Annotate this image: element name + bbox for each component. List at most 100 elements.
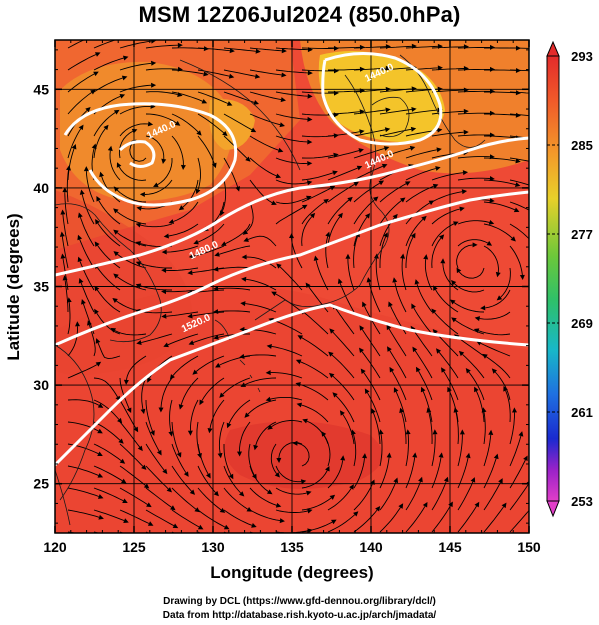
streamline-arrow [463,129,469,135]
chart-title: MSM 12Z06Jul2024 (850.0hPa) [138,2,461,27]
streamline-arrow [301,204,308,210]
streamline-arrow [421,215,427,222]
streamline [145,91,178,96]
streamline [353,216,368,247]
streamline-arrow [137,445,143,452]
streamline [301,187,332,203]
streamline-arrow [378,180,385,186]
streamline-arrow [412,346,418,353]
streamline [275,206,304,225]
streamline [160,377,173,408]
streamline [218,287,251,291]
streamline [424,259,433,291]
streamline [457,177,490,181]
streamlines [59,40,537,547]
streamline [201,377,225,401]
streamline [171,69,204,75]
streamline [223,487,249,510]
colorbar-gradient [546,55,560,502]
streamline [246,278,277,291]
streamline [171,443,187,473]
streamline [301,91,335,94]
streamline-arrow [227,542,233,547]
streamline [483,458,497,489]
streamline [223,444,232,476]
streamline [93,443,122,462]
streamline-arrow [532,243,537,248]
streamline [431,68,465,71]
streamline-arrow [275,502,282,508]
streamline-arrow [271,200,277,206]
streamline [327,488,352,511]
streamline-arrow [372,196,379,202]
x-axis-label: Longitude (degrees) [210,563,373,582]
streamline-arrow [93,71,99,77]
streamline-arrow [244,412,250,418]
streamline [197,69,230,77]
streamline-arrow [281,72,287,78]
streamline [353,88,386,93]
credit-drawing: Drawing by DCL (https://www.gfd-dennou.o… [163,596,436,607]
streamline-arrow [474,316,481,322]
streamline [171,91,203,102]
streamline [483,482,501,511]
streamline [145,421,160,452]
streamline [145,487,172,508]
streamline [244,377,277,386]
streamline [249,91,282,101]
streamline-arrow [192,369,198,375]
streamline [67,148,75,181]
streamline-arrow [112,297,118,303]
streamline-arrow [213,309,219,315]
streamline-arrow [351,429,356,436]
streamline [145,135,165,160]
streamline-arrow [323,198,329,204]
streamline-arrow [238,491,245,497]
streamline [81,194,95,225]
streamline [335,307,355,335]
streamline-arrow [149,540,155,545]
streamline [249,135,279,151]
streamline-arrow [139,192,145,198]
streamline-arrow [226,101,233,106]
streamline [67,73,95,93]
streamline [249,487,277,506]
streamline-arrow [222,130,228,137]
streamline [270,396,303,401]
streamline-arrow [491,368,498,374]
streamline-arrow [512,407,518,413]
streamline [389,350,407,379]
streamline-arrow [161,158,167,164]
streamline-arrow [265,370,271,376]
streamline-arrow [87,320,92,326]
streamline [157,158,173,186]
streamline [301,172,334,181]
streamline-arrow [332,392,338,398]
streamline [379,236,387,268]
streamline [405,67,438,71]
streamline-arrow [153,182,159,187]
streamline [223,157,239,188]
coastline-japan [254,74,390,321]
streamline [246,201,254,232]
streamline-arrow [313,255,319,261]
streamline-arrow [438,234,445,240]
streamline-arrow [276,263,282,269]
streamline [323,435,331,467]
streamline [301,154,334,159]
streamline-arrow [133,426,139,433]
streamline [353,109,386,115]
streamline [67,92,92,115]
streamline-arrow [328,351,334,357]
streamline [431,172,464,181]
streamline [379,45,413,49]
streamline [486,356,511,379]
streamline-arrow [364,388,370,394]
streamline-arrow [226,422,232,429]
streamline [327,167,358,181]
streamline-arrow [480,305,486,311]
streamline-arrow [440,258,446,264]
streamline [394,282,407,313]
streamline-arrow [170,505,176,511]
streamline-arrow [453,221,459,227]
